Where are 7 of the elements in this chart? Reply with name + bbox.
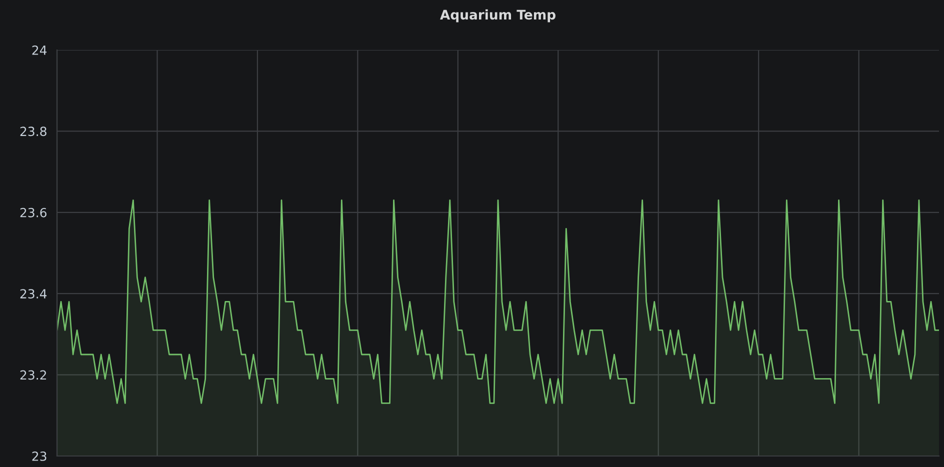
chart-title: Aquarium Temp: [440, 9, 556, 22]
y-tick-label: 23.4: [20, 289, 47, 299]
y-tick-label: 23.8: [20, 126, 46, 136]
y-tick-label: 24: [32, 45, 47, 55]
y-tick-label: 23.2: [20, 370, 46, 380]
y-tick-label: 23.6: [20, 208, 46, 218]
y-tick-label: 23: [32, 451, 46, 461]
